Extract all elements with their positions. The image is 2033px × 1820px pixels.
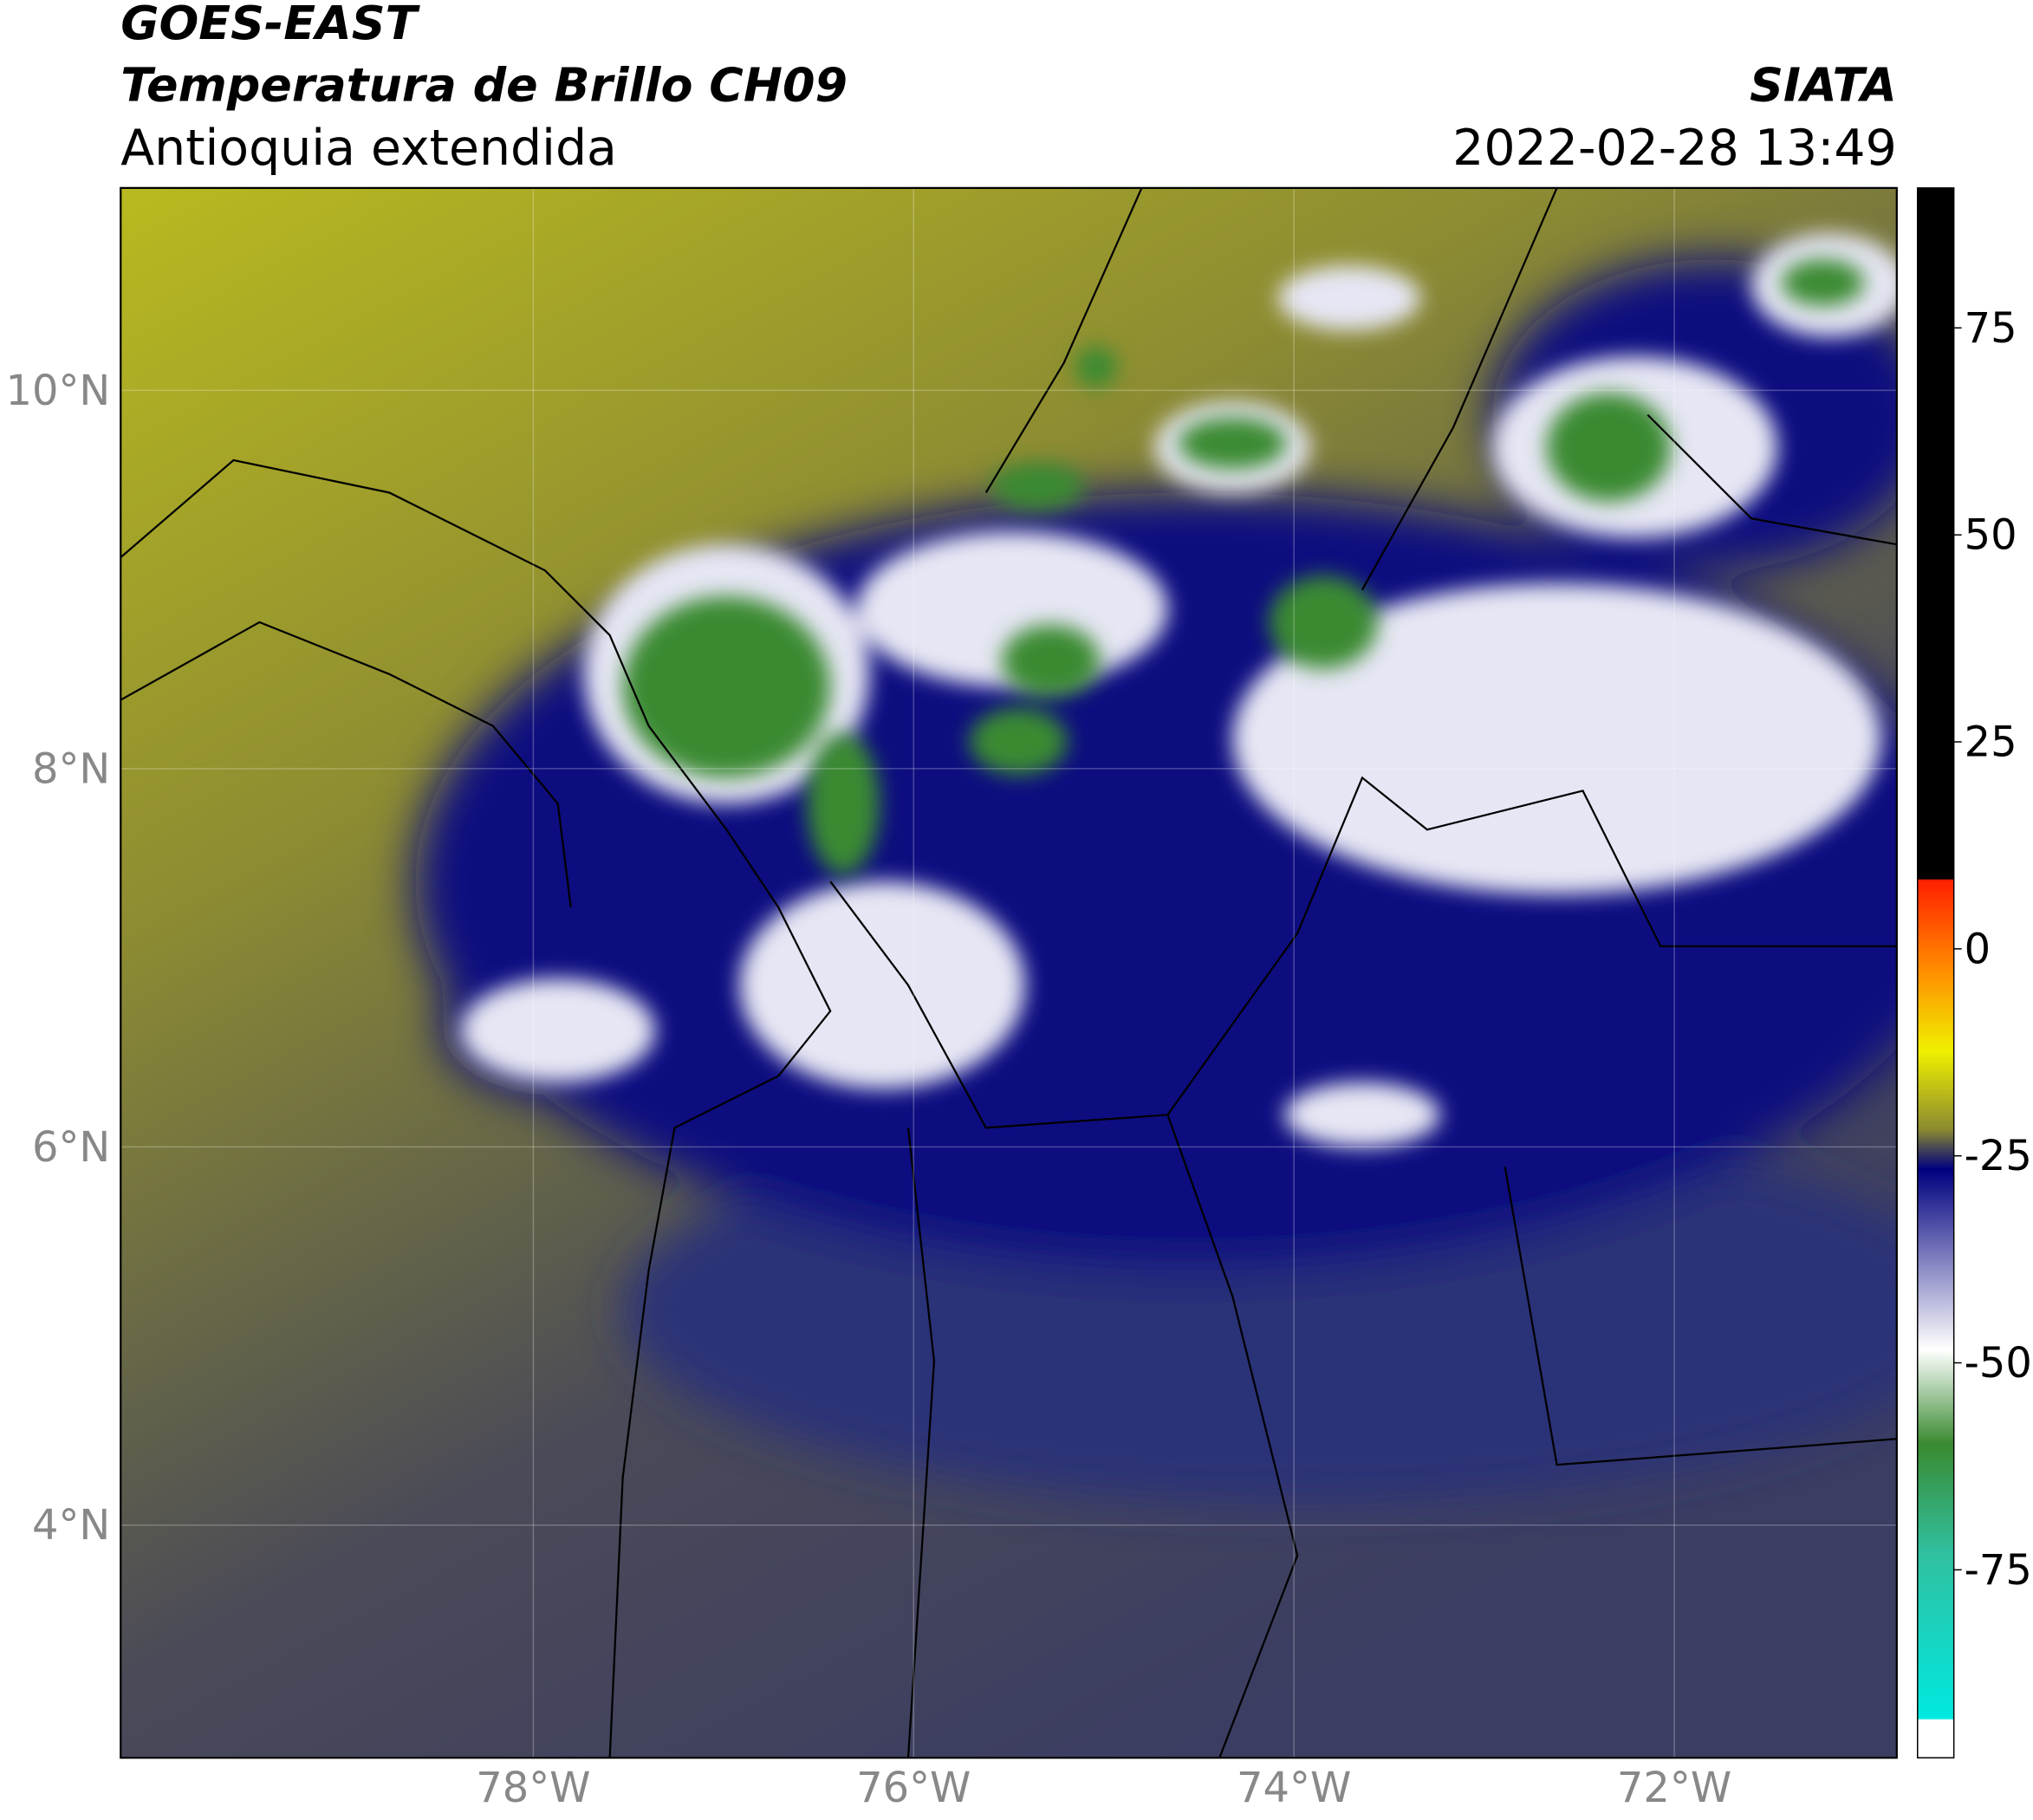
subtitle: Antioquia extendida bbox=[120, 120, 617, 177]
colorbar-tick-label: 25 bbox=[1965, 718, 2017, 766]
title: GOES-EAST bbox=[120, 0, 420, 50]
coastline bbox=[120, 187, 1897, 1758]
lat-tick-label: 10°N bbox=[6, 367, 111, 415]
title: Temperatura de Brillo CH09 bbox=[120, 58, 848, 113]
lat-tick-label: 4°N bbox=[32, 1502, 110, 1550]
lon-tick-label: 78°W bbox=[476, 1765, 590, 1812]
lat-tick-label: 6°N bbox=[32, 1124, 110, 1172]
source: SIATA bbox=[1750, 58, 1897, 113]
colorbar-tick-label: -50 bbox=[1965, 1340, 2032, 1388]
lon-tick-label: 72°W bbox=[1617, 1765, 1731, 1812]
colorbar-tick-label: -25 bbox=[1965, 1133, 2032, 1180]
satellite-image bbox=[120, 187, 1897, 1758]
datetime: 2022-02-28 13:49 bbox=[1452, 120, 1897, 177]
colorbar-tick-label: 50 bbox=[1965, 512, 2017, 560]
colorbar-tick-label: -75 bbox=[1965, 1547, 2032, 1595]
lon-tick-label: 74°W bbox=[1237, 1765, 1351, 1812]
colorbar-tick-label: 75 bbox=[1965, 305, 2017, 353]
lat-tick-label: 8°N bbox=[32, 745, 110, 793]
colorbar-tick-label: 0 bbox=[1965, 926, 1991, 973]
map-frame bbox=[120, 186, 1898, 1759]
colorbar bbox=[1917, 187, 1955, 1758]
lon-tick-label: 76°W bbox=[856, 1765, 971, 1812]
